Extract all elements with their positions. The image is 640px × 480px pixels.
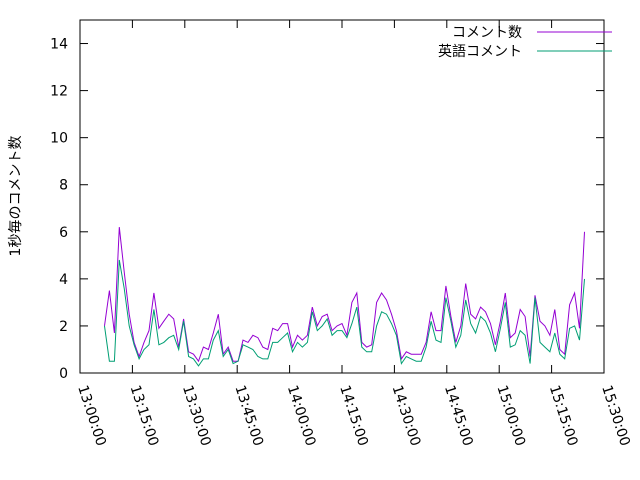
y-tick-label: 4 (59, 272, 68, 288)
series-line (104, 227, 585, 363)
x-tick-label: 14:45:00 (441, 383, 476, 448)
y-axis-label: 1秒毎のコメント数 (8, 136, 24, 257)
x-tick-label: 14:15:00 (336, 383, 371, 448)
y-tick-label: 6 (59, 225, 68, 241)
legend-label: コメント数 (452, 25, 522, 41)
plot-border (79, 19, 605, 374)
y-tick-label: 2 (59, 319, 68, 335)
x-tick-label: 13:45:00 (231, 383, 266, 448)
x-tick-label: 13:00:00 (74, 383, 109, 448)
y-tick-label: 12 (50, 84, 68, 100)
x-tick-label: 14:30:00 (389, 383, 424, 448)
x-tick-label: 13:15:00 (127, 383, 162, 448)
y-tick-label: 8 (59, 178, 68, 194)
x-tick-label: 15:15:00 (546, 383, 581, 448)
legend-label: 英語コメント (438, 43, 522, 60)
x-tick-label: 14:00:00 (284, 383, 319, 448)
x-tick-label: 15:30:00 (598, 383, 633, 448)
x-tick-label: 13:30:00 (179, 383, 214, 448)
x-tick-label: 15:00:00 (493, 383, 528, 448)
series-line (104, 259, 585, 367)
y-tick-label: 0 (59, 366, 68, 382)
y-tick-label: 10 (50, 131, 68, 147)
y-tick-label: 14 (50, 37, 68, 53)
